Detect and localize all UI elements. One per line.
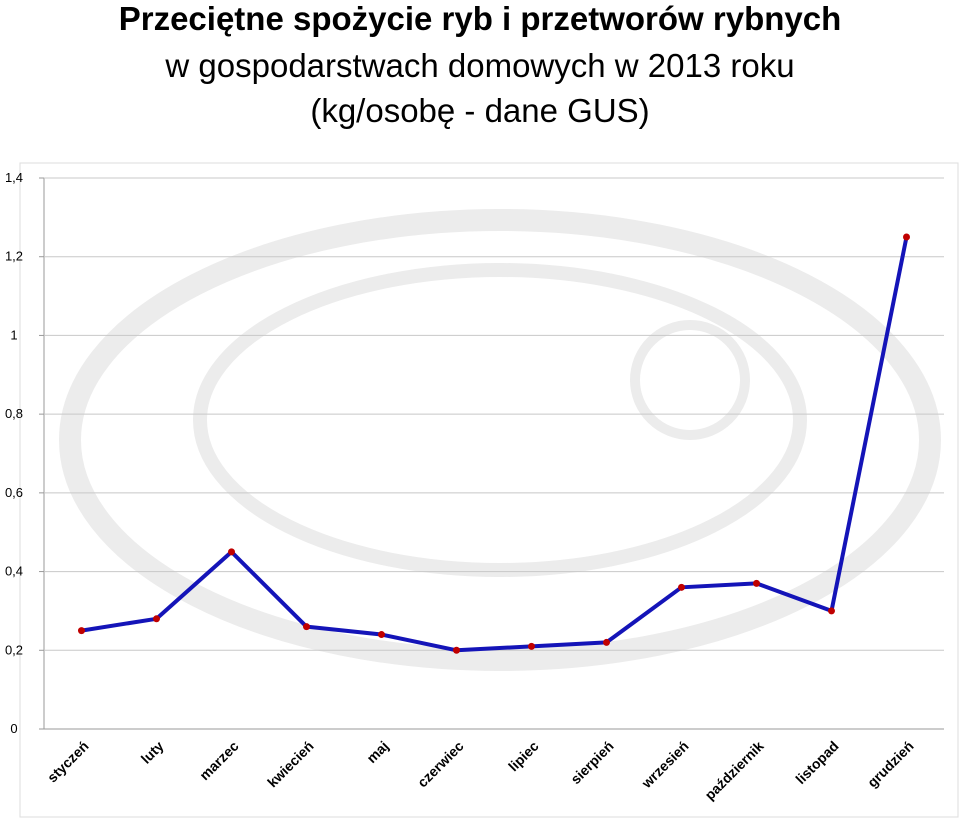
y-tick-label: 0 (10, 721, 17, 736)
y-tick-label: 1,2 (5, 249, 23, 264)
data-point (453, 646, 460, 654)
data-point (228, 548, 235, 556)
data-point (828, 607, 835, 615)
data-point (753, 579, 760, 587)
plot-frame (19, 162, 959, 818)
chart-title: (kg/osobę - dane GUS) (310, 92, 649, 129)
data-point (528, 642, 535, 650)
y-tick-label: 0,4 (5, 564, 23, 579)
y-tick-label: 0,8 (5, 406, 23, 421)
y-tick-label: 1 (10, 327, 17, 342)
data-point (903, 233, 910, 241)
y-tick-label: 0,2 (5, 642, 23, 657)
y-tick-label: 0,6 (5, 485, 23, 500)
watermark (59, 209, 941, 671)
data-point (153, 615, 160, 623)
chart-title: w gospodarstwach domowych w 2013 roku (164, 47, 794, 84)
data-point (78, 627, 85, 635)
data-point (603, 638, 610, 646)
y-tick-label: 1,4 (5, 170, 23, 185)
chart-title: Przeciętne spożycie ryb i przetworów ryb… (119, 0, 842, 37)
data-point (303, 623, 310, 631)
data-point (378, 631, 385, 639)
data-point (678, 583, 685, 591)
data-line (81, 236, 909, 653)
